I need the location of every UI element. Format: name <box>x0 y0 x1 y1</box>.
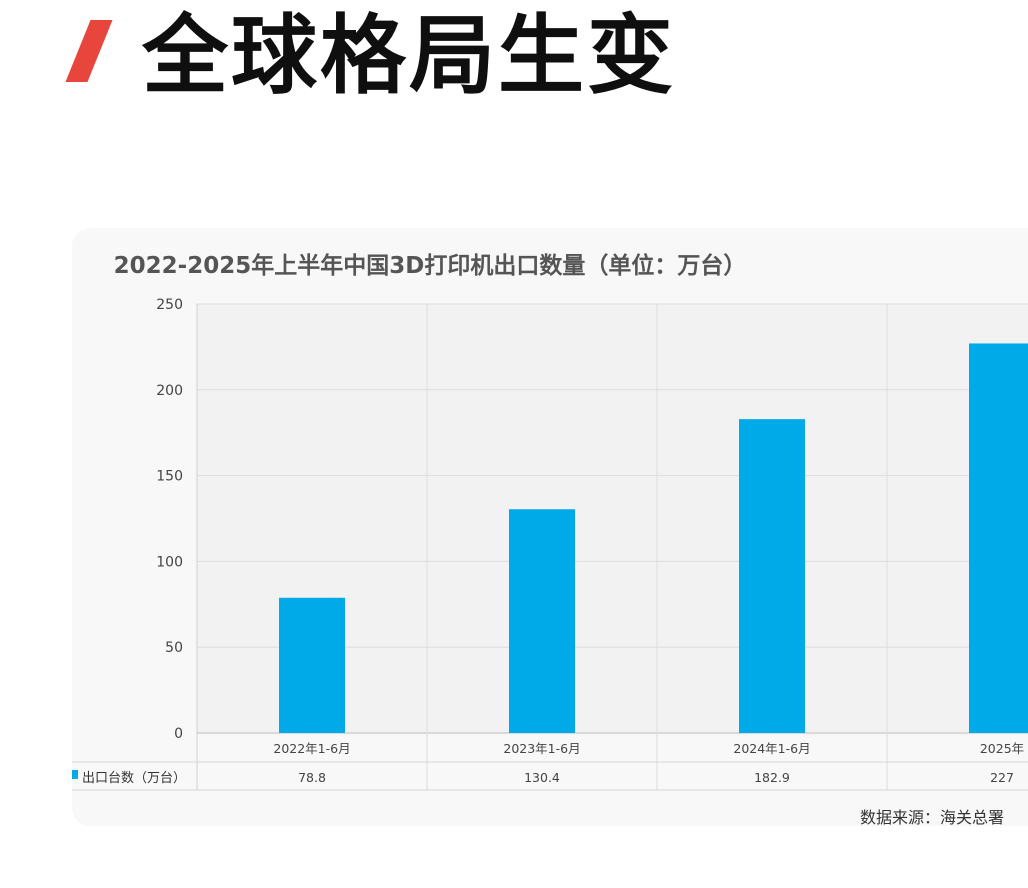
y-tick-label: 50 <box>165 640 183 656</box>
y-tick-label: 0 <box>174 726 183 742</box>
y-tick-label: 200 <box>156 383 183 399</box>
x-tick-label: 2023年1-6月 <box>503 741 580 756</box>
chart-title: 2022-2025年上半年中国3D打印机出口数量（单位：万台） <box>113 253 747 279</box>
x-tick-label: 2024年1-6月 <box>733 741 810 756</box>
x-tick-label: 2025年 <box>980 741 1024 756</box>
data-label: 130.4 <box>524 770 560 785</box>
y-tick-label: 250 <box>156 297 183 313</box>
bar <box>969 343 1028 733</box>
bar <box>739 419 805 733</box>
legend-label: 出口台数（万台） <box>82 771 186 786</box>
data-label: 78.8 <box>298 770 326 785</box>
legend-swatch <box>72 770 78 779</box>
y-tick-label: 150 <box>156 469 183 485</box>
bar <box>509 509 575 733</box>
x-tick-label: 2022年1-6月 <box>273 741 350 756</box>
page-headline: 全球格局生变 <box>142 6 676 106</box>
data-label: 182.9 <box>754 770 790 785</box>
y-tick-label: 100 <box>156 554 183 570</box>
data-label: 227 <box>990 770 1014 785</box>
data-source: 数据来源：海关总署 <box>859 808 1004 827</box>
bar <box>279 597 345 733</box>
